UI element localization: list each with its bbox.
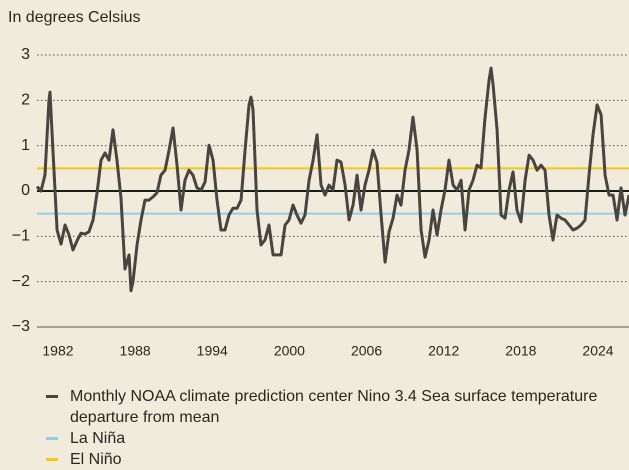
y-tick-label: 3: [21, 46, 30, 63]
legend-swatch: [46, 458, 58, 461]
x-tick-label: 2024: [582, 343, 613, 359]
y-tick-label: −3: [12, 318, 30, 335]
legend-item: Monthly NOAA climate prediction center N…: [46, 386, 629, 428]
y-tick-label: 2: [21, 92, 30, 109]
x-tick-label: 1988: [120, 343, 151, 359]
legend-label: El Niño: [70, 451, 122, 468]
x-tick-label: 2012: [428, 343, 459, 359]
x-tick-label: 2018: [505, 343, 536, 359]
legend-item: El Niño: [46, 449, 629, 470]
legend: Monthly NOAA climate prediction center N…: [46, 386, 629, 470]
x-tick-label: 1982: [42, 343, 73, 359]
y-tick-label: 0: [21, 182, 30, 199]
legend-swatch: [46, 437, 58, 440]
x-tick-label: 2006: [351, 343, 382, 359]
legend-item: La Niña: [46, 428, 629, 449]
y-tick-label: 1: [21, 137, 30, 154]
legend-swatch: [46, 395, 58, 398]
x-tick-label: 2000: [274, 343, 305, 359]
y-tick-label: −2: [12, 273, 30, 290]
x-tick-label: 1994: [197, 343, 228, 359]
axis-unit-label: In degrees Celsius: [8, 9, 141, 26]
y-tick-label: −1: [12, 228, 30, 245]
legend-label: La Niña: [70, 430, 126, 447]
legend-label: Monthly NOAA climate prediction center N…: [70, 388, 598, 426]
data-line: [35, 66, 629, 293]
chart: In degrees Celsius −3 −2 −1 0 1 2 3 1982 1988 199…: [8, 9, 629, 359]
